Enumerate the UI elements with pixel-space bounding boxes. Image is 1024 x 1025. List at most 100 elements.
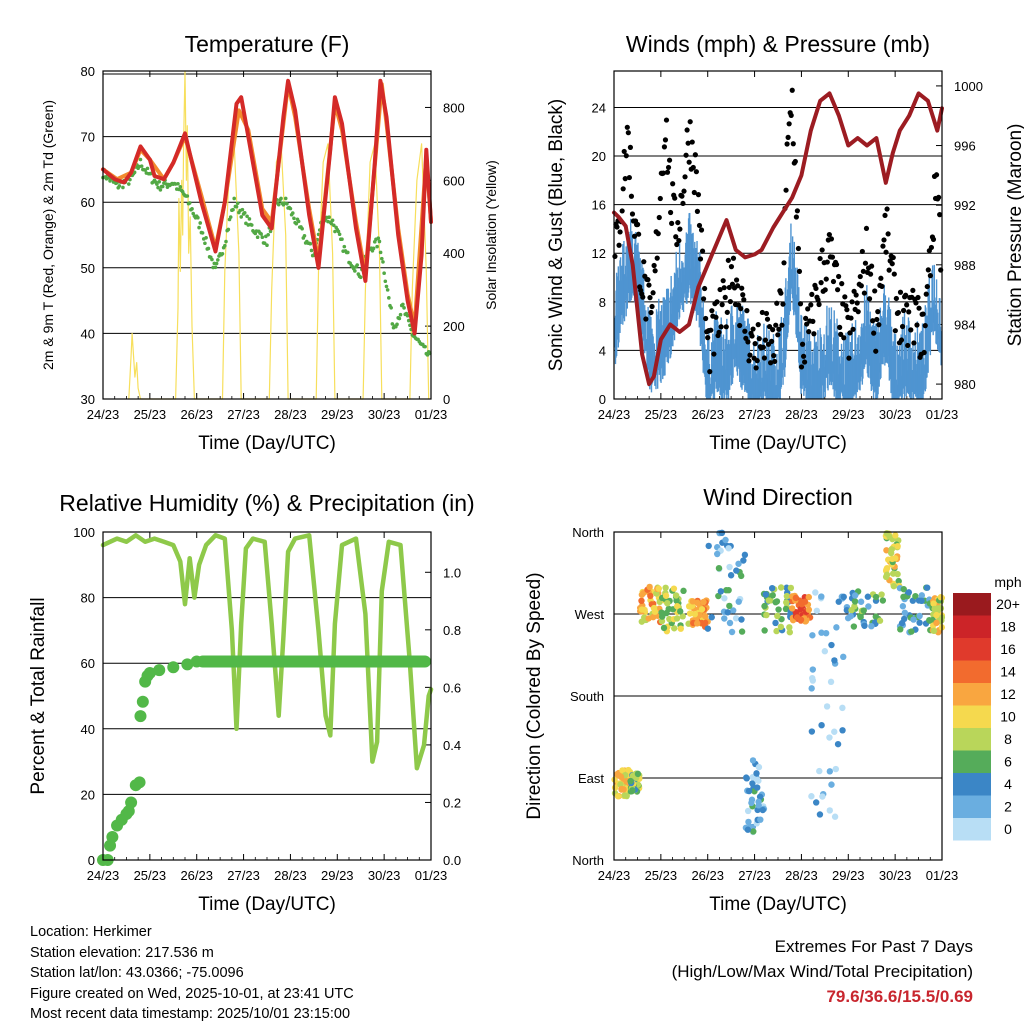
point-gust — [728, 264, 735, 270]
legend-swatch — [953, 683, 991, 706]
point-gust — [631, 233, 638, 239]
point-wind-direction — [634, 770, 642, 778]
point-wind-direction — [847, 612, 854, 620]
point-gust — [756, 336, 762, 342]
point-gust — [813, 285, 819, 292]
point-gust — [892, 328, 898, 334]
point-wind-direction — [726, 602, 733, 610]
point-gust — [846, 355, 852, 361]
legend-swatch — [953, 773, 991, 796]
point-wind-direction — [722, 536, 729, 544]
point-gust — [726, 284, 732, 291]
point-gust — [799, 341, 806, 347]
point-gust — [627, 144, 634, 150]
point-dewpoint — [158, 188, 163, 192]
x-axis-label: Time (Day/UTC) — [709, 433, 847, 454]
y-axis-label: Direction (Colored By Speed) — [524, 572, 545, 819]
point-gust — [872, 288, 878, 294]
point-wind-direction — [843, 606, 851, 614]
y-tick-label: 80 — [81, 591, 95, 606]
point-wind-direction — [892, 555, 899, 562]
point-dewpoint — [260, 235, 265, 240]
y-tick-label: South — [570, 689, 604, 704]
point-gust — [803, 315, 809, 321]
y-tick-label: 60 — [81, 656, 95, 671]
point-gust — [784, 141, 790, 147]
point-gust — [654, 255, 660, 261]
point-gust — [862, 260, 869, 266]
point-gust — [843, 303, 849, 309]
point-gust — [738, 306, 744, 312]
x-axis-label: Time (Day/UTC) — [198, 894, 336, 915]
point-gust — [900, 307, 907, 314]
point-gust — [878, 275, 884, 281]
point-gust — [806, 329, 812, 335]
point-gust — [702, 285, 708, 292]
point-gust — [661, 144, 668, 150]
point-gust — [763, 310, 770, 317]
point-gust — [860, 268, 866, 274]
x-tick-label: 25/23 — [645, 868, 678, 883]
y-right-tick-label: 988 — [954, 258, 976, 273]
point-dewpoint — [309, 248, 314, 253]
y-tick-label: 30 — [81, 392, 95, 407]
x-tick-label: 26/23 — [691, 868, 724, 883]
chart-title: Wind Direction — [703, 484, 853, 510]
y-right-tick-label: 984 — [954, 317, 976, 332]
point-wind-direction — [755, 798, 762, 806]
point-dewpoint — [145, 166, 150, 171]
legend-swatch — [953, 638, 991, 661]
point-gust — [636, 231, 642, 237]
point-precipitation — [133, 776, 146, 789]
station-info: Location: Herkimer Station elevation: 21… — [30, 922, 354, 1025]
point-gust — [908, 327, 914, 333]
extremes-subtitle: (High/Low/Max Wind/Total Precipitation) — [671, 962, 973, 981]
point-wind-direction — [840, 653, 847, 661]
point-gust — [665, 164, 672, 171]
point-gust — [778, 290, 784, 296]
legend-label: 14 — [1000, 664, 1016, 680]
point-gust — [927, 273, 933, 279]
x-tick-label: 29/23 — [321, 868, 354, 883]
point-wind-direction — [735, 598, 742, 605]
point-dewpoint — [337, 232, 342, 237]
point-gust — [708, 327, 714, 333]
point-gust — [622, 176, 628, 182]
point-precipitation — [167, 661, 180, 674]
plot-frame — [102, 70, 432, 400]
point-dewpoint — [198, 221, 203, 225]
point-wind-direction — [619, 767, 626, 774]
point-wind-direction — [916, 612, 923, 620]
point-dewpoint — [200, 231, 205, 235]
point-dewpoint — [300, 226, 304, 231]
point-wind-direction — [910, 616, 917, 623]
point-dewpoint — [242, 211, 247, 215]
point-dewpoint — [308, 241, 313, 246]
point-wind-direction — [761, 627, 768, 634]
x-tick-label: 01/23 — [926, 868, 959, 883]
point-wind-direction — [753, 770, 760, 777]
point-dewpoint — [228, 215, 233, 219]
point-wind-direction — [680, 587, 687, 595]
x-tick-label: 29/23 — [321, 407, 354, 422]
point-wind-direction — [769, 592, 776, 599]
point-wind-direction — [821, 648, 829, 655]
point-wind-direction — [735, 560, 742, 567]
point-dewpoint — [376, 236, 381, 240]
x-tick-label: 24/23 — [598, 407, 631, 422]
point-gust — [893, 295, 899, 302]
point-gust — [911, 340, 917, 346]
station-location: Location: Herkimer — [30, 924, 152, 940]
point-wind-direction — [650, 613, 657, 621]
point-wind-direction — [783, 592, 791, 600]
point-dewpoint — [423, 344, 427, 349]
point-gust — [847, 330, 853, 336]
point-gust — [913, 300, 919, 306]
point-gust — [651, 262, 657, 269]
point-wind-direction — [809, 666, 817, 673]
point-wind-direction — [614, 793, 622, 800]
point-wind-direction — [930, 627, 938, 635]
point-gust — [657, 195, 663, 202]
point-wind-direction — [777, 584, 785, 591]
extremes-values: 79.6/36.6/15.5/0.69 — [826, 987, 973, 1006]
